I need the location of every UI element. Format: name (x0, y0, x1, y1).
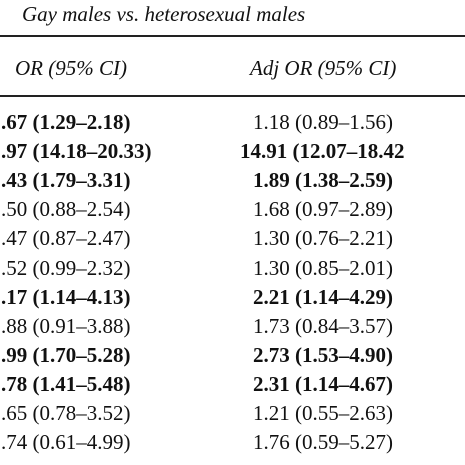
column-header: Adj OR (95% CI) (250, 56, 397, 80)
table-title: Gay males vs. heterosexual males (22, 2, 306, 26)
adj-or-cell: 1.30 (0.85–2.01) (253, 255, 393, 280)
column-header: OR (95% CI) (15, 56, 127, 80)
adj-or-cell: 1.18 (0.89–1.56) (253, 110, 393, 134)
or-cell: .74 (0.61–4.99) (1, 430, 131, 455)
or-cell: .99 (1.70–5.28) (1, 342, 131, 367)
or-cell: .17 (1.14–4.13) (1, 284, 131, 309)
or-cell: .47 (0.87–2.47) (1, 226, 131, 251)
adj-or-cell: 2.31 (1.14–4.67) (253, 371, 393, 396)
adj-or-cell: 1.68 (0.97–2.89) (253, 197, 393, 222)
or-cell: .97 (14.18–20.33) (1, 139, 152, 164)
adj-or-cell: 14.91 (12.07–18.42 (240, 139, 405, 164)
rule (0, 95, 465, 97)
or-cell: .78 (1.41–5.48) (1, 371, 131, 396)
adj-or-cell: 2.21 (1.14–4.29) (253, 284, 393, 309)
adj-or-cell: 1.73 (0.84–3.57) (253, 313, 393, 338)
or-cell: .50 (0.88–2.54) (1, 197, 131, 222)
or-cell: .67 (1.29–2.18) (1, 110, 131, 134)
adj-or-cell: 1.76 (0.59–5.27) (253, 430, 393, 455)
or-cell: .65 (0.78–3.52) (1, 401, 131, 425)
adj-or-cell: 2.73 (1.53–4.90) (253, 342, 393, 367)
or-cell: .88 (0.91–3.88) (1, 313, 131, 338)
or-cell: .43 (1.79–3.31) (1, 168, 131, 193)
adj-or-cell: 1.89 (1.38–2.59) (253, 168, 393, 193)
adj-or-cell: 1.30 (0.76–2.21) (253, 226, 393, 251)
or-cell: .52 (0.99–2.32) (1, 255, 131, 280)
adj-or-cell: 1.21 (0.55–2.63) (253, 401, 393, 425)
rule (0, 35, 465, 37)
